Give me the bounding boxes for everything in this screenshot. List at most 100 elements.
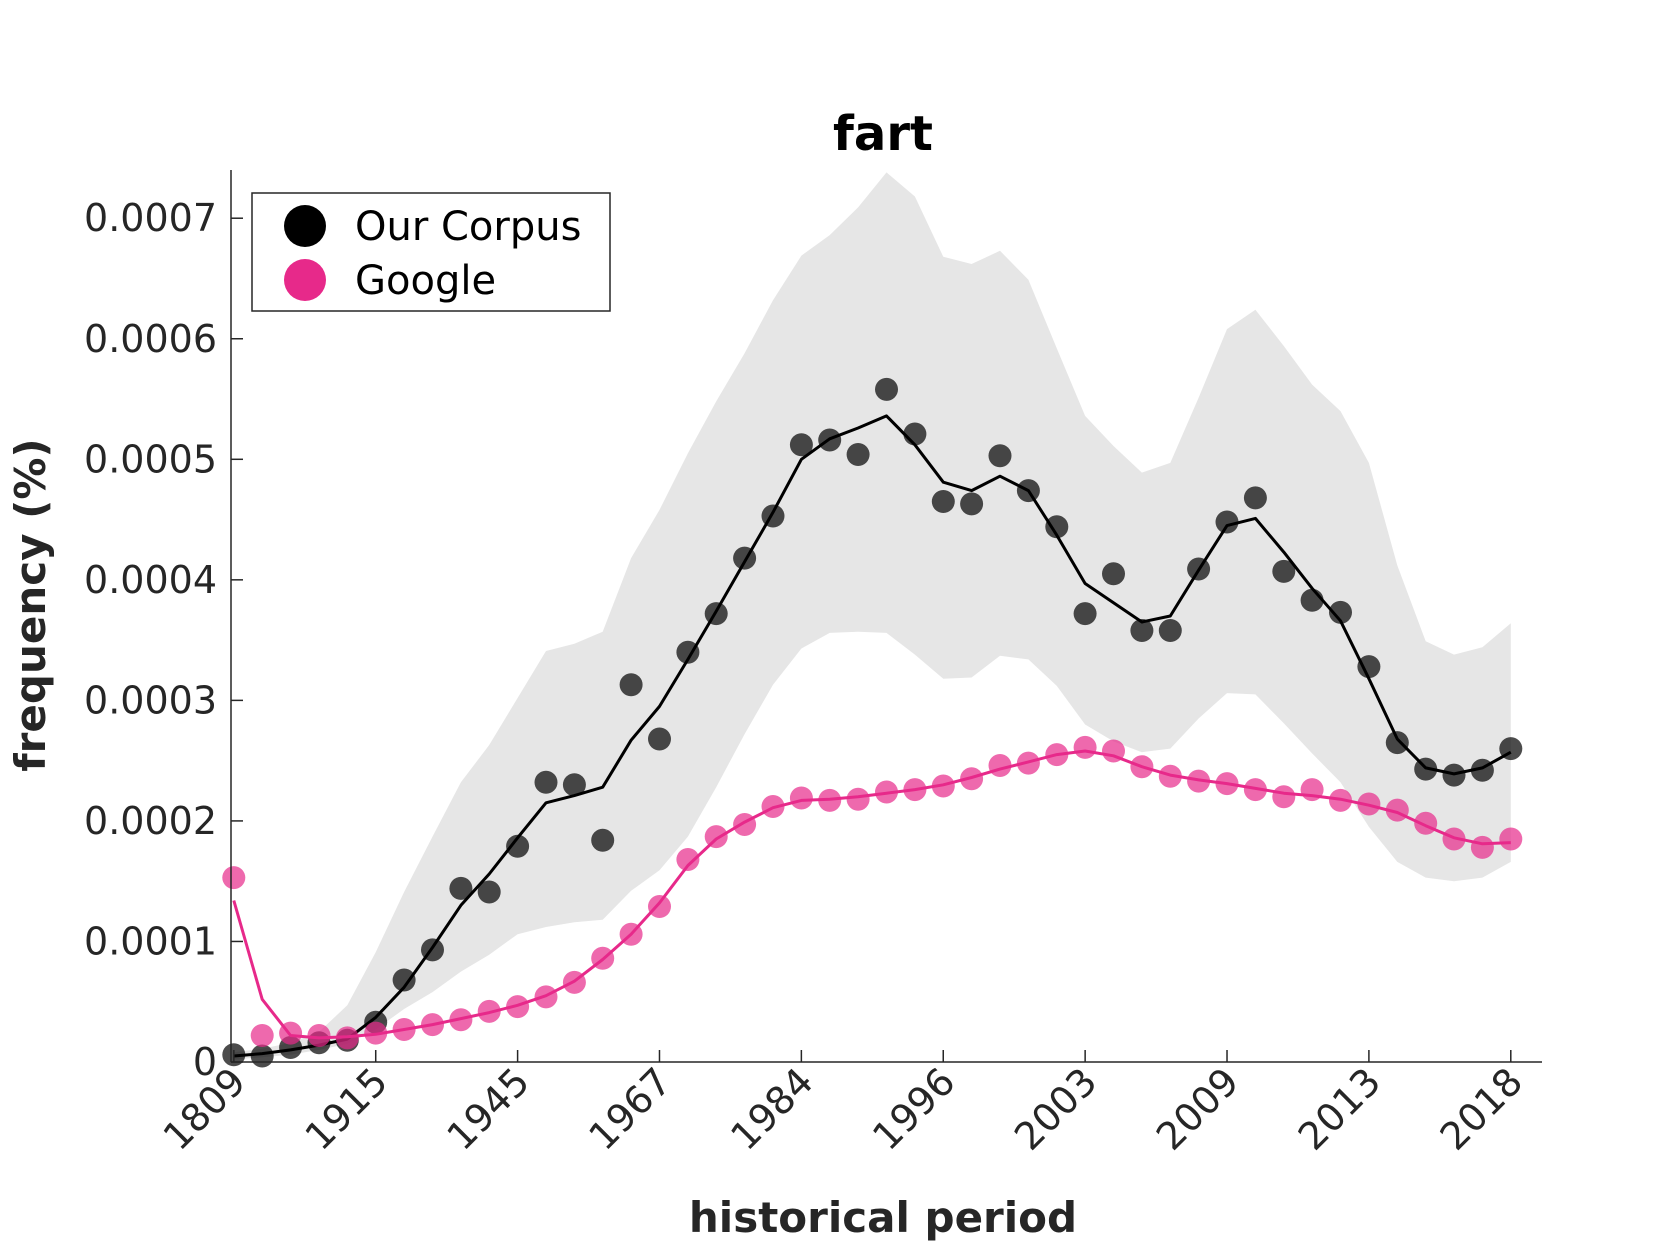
- x-tick-label: 2013: [1290, 1059, 1390, 1159]
- point-google: [733, 813, 757, 836]
- y-tick-label: 0.0003: [84, 678, 217, 722]
- point-our-corpus: [1045, 515, 1069, 539]
- point-our-corpus: [1215, 510, 1239, 534]
- point-google: [591, 946, 615, 970]
- point-our-corpus: [704, 602, 728, 626]
- point-google: [1272, 785, 1296, 809]
- legend-marker-google: [284, 259, 326, 301]
- point-our-corpus: [1414, 757, 1438, 781]
- point-our-corpus: [1102, 562, 1125, 586]
- point-our-corpus: [1442, 763, 1466, 787]
- x-axis-label: historical period: [689, 1193, 1077, 1242]
- x-tick-label: 1996: [864, 1059, 964, 1159]
- point-google: [704, 825, 728, 849]
- point-our-corpus: [421, 938, 444, 962]
- point-google: [648, 895, 671, 918]
- point-google: [421, 1013, 444, 1037]
- point-our-corpus: [1158, 619, 1182, 642]
- point-our-corpus: [506, 834, 530, 858]
- x-tick-label: 2018: [1432, 1059, 1532, 1159]
- point-google: [846, 787, 870, 811]
- point-our-corpus: [648, 727, 671, 751]
- point-google: [818, 788, 842, 812]
- y-tick-label: 0.0004: [84, 558, 217, 602]
- point-our-corpus: [591, 828, 615, 852]
- axes: [230, 170, 1542, 1063]
- point-our-corpus: [846, 443, 870, 466]
- point-our-corpus: [1300, 588, 1324, 612]
- y-tick-label: 0.0007: [84, 196, 217, 240]
- point-google: [1045, 743, 1069, 767]
- series-layer: [222, 377, 1523, 1068]
- x-tick-label: 1984: [722, 1059, 822, 1159]
- point-google: [506, 995, 530, 1019]
- x-tick-label: 2003: [1006, 1059, 1106, 1159]
- point-google: [1243, 778, 1267, 802]
- point-google: [931, 774, 955, 798]
- point-our-corpus: [903, 422, 927, 446]
- y-tick-label: 0.0002: [84, 799, 217, 843]
- y-tick-label: 0.0006: [84, 317, 217, 361]
- x-tick-label: 2009: [1148, 1059, 1248, 1159]
- point-our-corpus: [733, 546, 757, 570]
- point-google: [449, 1008, 473, 1032]
- point-google: [676, 848, 700, 871]
- point-google: [1357, 792, 1381, 816]
- legend: Our Corpus Google: [251, 192, 611, 312]
- point-google: [988, 754, 1012, 777]
- point-google: [1016, 751, 1040, 775]
- legend-marker-our-corpus: [284, 205, 326, 247]
- point-our-corpus: [789, 433, 813, 457]
- our-corpus-confidence-band: [233, 172, 1511, 1060]
- series-google: [222, 735, 1523, 1050]
- point-google: [875, 780, 898, 804]
- point-google: [222, 866, 246, 890]
- point-google: [960, 767, 984, 791]
- point-google: [392, 1018, 416, 1041]
- point-our-corpus: [1329, 600, 1352, 624]
- point-our-corpus: [1187, 557, 1211, 581]
- point-google: [1158, 764, 1182, 788]
- point-our-corpus: [1130, 619, 1154, 642]
- point-google: [1442, 827, 1466, 851]
- point-our-corpus: [1243, 486, 1267, 510]
- point-google: [789, 786, 813, 810]
- point-our-corpus: [562, 773, 586, 797]
- point-google: [1329, 788, 1352, 812]
- legend-label-our-corpus: Our Corpus: [355, 204, 581, 250]
- point-our-corpus: [1073, 602, 1097, 626]
- point-our-corpus: [1272, 559, 1296, 583]
- legend-label-google: Google: [355, 258, 496, 304]
- confidence-band-layer: [233, 172, 1511, 1060]
- point-our-corpus: [1357, 655, 1381, 679]
- point-google: [1130, 755, 1154, 779]
- y-tick-label: 0: [193, 1040, 217, 1084]
- point-google: [1187, 769, 1211, 793]
- point-our-corpus: [477, 880, 501, 904]
- point-our-corpus: [1016, 479, 1040, 503]
- line-google: [232, 749, 1511, 1040]
- y-axis-label: frequency (%): [6, 438, 55, 771]
- point-our-corpus: [1470, 758, 1494, 782]
- point-our-corpus: [818, 428, 842, 452]
- point-google: [534, 985, 558, 1009]
- point-google: [1215, 772, 1239, 796]
- point-our-corpus: [534, 770, 558, 794]
- chart-title: fart: [833, 106, 933, 162]
- x-tick-label: 1945: [438, 1059, 538, 1159]
- point-google: [1414, 811, 1438, 835]
- point-google: [335, 1026, 359, 1050]
- point-our-corpus: [392, 968, 416, 992]
- point-google: [1102, 739, 1125, 763]
- point-our-corpus: [761, 504, 785, 528]
- point-our-corpus: [619, 673, 643, 697]
- y-tick-label: 0.0001: [84, 919, 217, 963]
- point-google: [477, 999, 501, 1023]
- point-our-corpus: [250, 1044, 274, 1068]
- point-our-corpus: [960, 492, 984, 516]
- point-our-corpus: [676, 640, 700, 664]
- point-google: [562, 970, 586, 994]
- point-google: [1385, 798, 1409, 822]
- point-our-corpus: [875, 377, 898, 401]
